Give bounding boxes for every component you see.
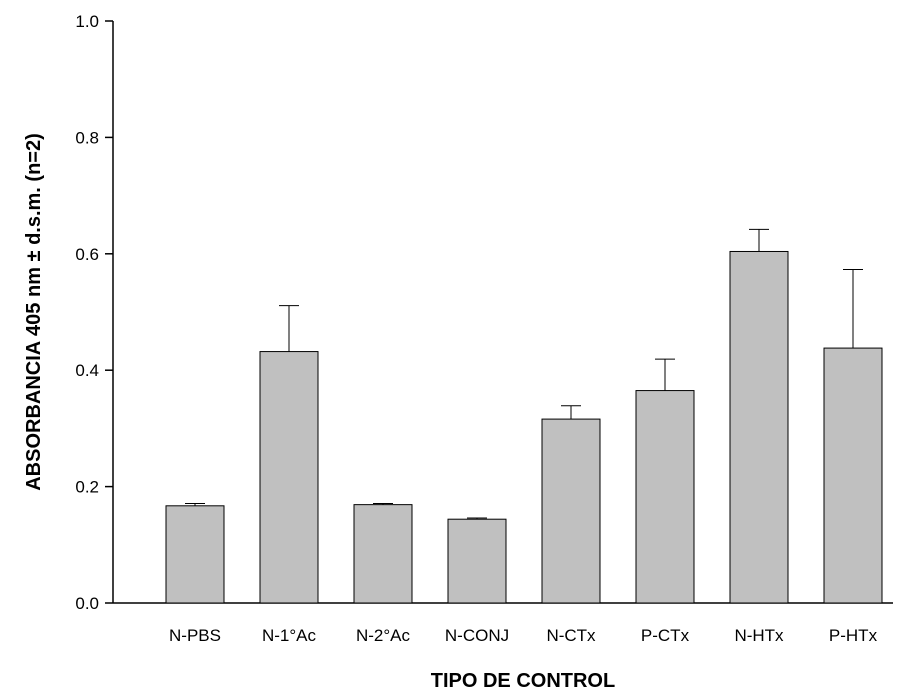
x-tick-labels: N-PBS N-1°Ac N-2°Ac N-CONJ N-CTx P-CTx N-HTx P-… [169, 626, 878, 645]
y-tick-label: 0.6 [75, 245, 99, 264]
y-tick-label: 0.4 [75, 361, 99, 380]
x-tick-label: N-CTx [546, 626, 596, 645]
y-ticks: 0.0 0.2 0.4 0.6 0.8 1.0 [75, 12, 113, 613]
bar [353, 504, 413, 604]
x-tick-label: P-HTx [829, 626, 878, 645]
x-tick-label: P-CTx [641, 626, 690, 645]
bars [165, 228, 883, 604]
y-tick-label: 0.2 [75, 478, 99, 497]
y-tick-label: 0.8 [75, 128, 99, 147]
bar [635, 390, 695, 604]
x-tick-label: N-PBS [169, 626, 221, 645]
y-axis-title: ABSORBANCIA 405 nm ± d.s.m. (n=2) [23, 133, 45, 491]
x-tick-label: N-CONJ [445, 626, 509, 645]
y-tick-label: 0.0 [75, 594, 99, 613]
x-axis-title: TIPO DE CONTROL [431, 670, 615, 692]
bar [729, 250, 789, 604]
bar [165, 505, 225, 604]
x-tick-label: N-HTx [734, 626, 784, 645]
bar [823, 347, 883, 604]
x-tick-label: N-1°Ac [262, 626, 317, 645]
bar [447, 518, 507, 604]
x-tick-label: N-2°Ac [356, 626, 411, 645]
bar [541, 418, 601, 604]
bar [259, 351, 319, 604]
y-tick-label: 1.0 [75, 12, 99, 31]
